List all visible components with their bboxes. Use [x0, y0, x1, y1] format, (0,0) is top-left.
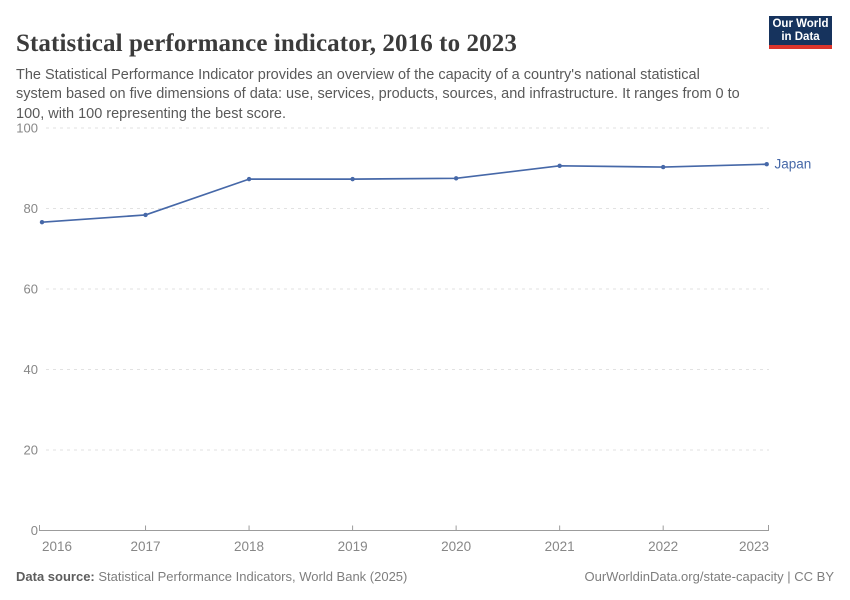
data-point-japan-2020[interactable] [453, 176, 459, 181]
x-axis-tick-label-2019: 2019 [338, 539, 368, 554]
chart-footer: Data source: Statistical Performance Ind… [16, 569, 834, 584]
data-point-japan-2022[interactable] [660, 164, 666, 170]
data-point-japan-2017[interactable] [143, 212, 148, 218]
data-source-label: Data source: [16, 569, 95, 584]
owid-logo-line1: Our World [772, 17, 829, 30]
page-title: Statistical performance indicator, 2016 … [16, 29, 517, 57]
x-axis-tick-label-2018: 2018 [234, 539, 264, 554]
owid-logo-line2: in Data [781, 30, 820, 43]
owid-url-link[interactable]: OurWorldinData.org/state-capacity | CC B… [584, 569, 834, 584]
data-point-japan-2016[interactable] [39, 219, 45, 225]
data-source-text: Statistical Performance Indicators, Worl… [94, 569, 408, 584]
data-point-japan-2018[interactable] [246, 176, 252, 182]
x-axis-tick-label-2023: 2023 [739, 539, 769, 554]
y-axis-tick-label-60: 60 [24, 282, 38, 297]
y-axis-tick-label-100: 100 [16, 121, 38, 136]
y-axis-tick-label-80: 80 [24, 201, 38, 216]
y-axis-tick-label-20: 20 [24, 443, 38, 458]
x-axis-tick-label-2017: 2017 [131, 539, 161, 554]
data-point-japan-2019[interactable] [350, 176, 355, 182]
y-axis-tick-label-40: 40 [24, 362, 38, 377]
chart-subtitle: The Statistical Performance Indicator pr… [16, 66, 740, 122]
owid-logo[interactable]: Our World in Data [769, 16, 832, 49]
data-point-japan-2021[interactable] [557, 163, 562, 169]
data-point-japan-2023[interactable] [764, 162, 769, 167]
x-axis-tick-label-2022: 2022 [648, 539, 678, 554]
series-label-japan[interactable]: Japan [775, 157, 812, 172]
y-axis-tick-label-0: 0 [31, 523, 38, 538]
x-axis-tick-label-2021: 2021 [545, 539, 575, 554]
x-axis-tick-label-2016: 2016 [42, 539, 72, 554]
data-source: Data source: Statistical Performance Ind… [16, 569, 407, 584]
series-line-japan[interactable] [41, 163, 768, 224]
line-chart: 0 20 40 60 80 100 2016 2017 2018 2019 2020 2021 2022… [16, 121, 812, 555]
x-axis-tick-label-2020: 2020 [441, 539, 471, 554]
